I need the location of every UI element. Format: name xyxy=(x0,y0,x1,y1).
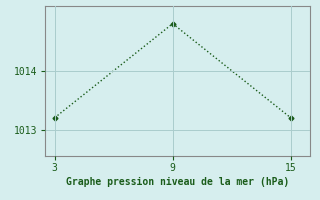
X-axis label: Graphe pression niveau de la mer (hPa): Graphe pression niveau de la mer (hPa) xyxy=(66,177,289,187)
